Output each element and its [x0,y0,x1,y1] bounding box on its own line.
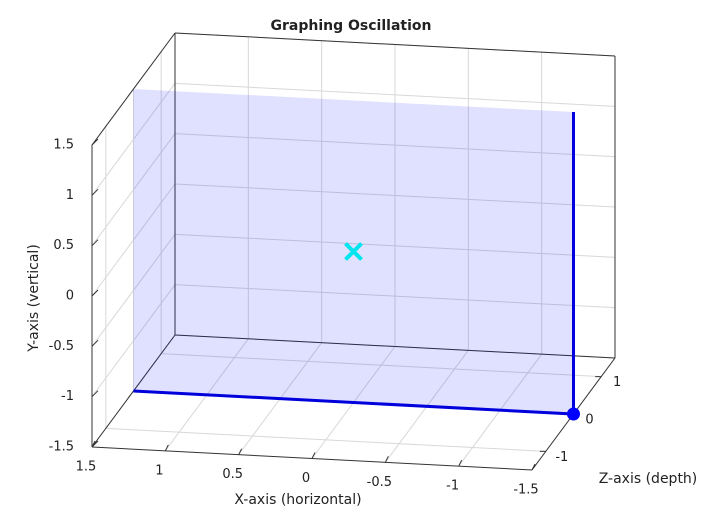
y-tick-label: 0.5 [53,238,74,253]
x-tick [531,463,536,471]
x-tick [238,448,243,455]
y-tick [91,339,99,347]
x-tick [384,456,389,463]
x-tick [458,459,463,467]
y-tick [91,289,99,297]
y-tick [91,188,99,196]
grid-line [174,82,616,107]
y-tick-label: 0 [66,289,74,304]
grid-line [174,183,616,208]
z-tick-label: 1 [613,375,621,390]
y-tick-label: -0.5 [49,339,74,354]
y-tick-label: 1 [66,188,74,203]
z-tick-label: 0 [585,413,593,428]
axis-line [91,32,176,146]
y-tick-label: 1.5 [53,138,74,153]
grid-line [174,233,616,258]
marker [344,242,363,261]
x-tick-label: 0 [302,471,310,486]
grid-line [174,284,616,309]
grid-line [161,353,602,378]
y-tick [91,239,99,247]
y-tick [91,390,99,398]
x-tick [164,444,169,452]
axis-line [174,32,616,57]
axis-line [174,334,616,359]
x-tick-label: 1 [155,463,163,478]
x-tick-label: -0.5 [367,475,392,490]
y-tick [91,138,99,146]
y-tick-label: -1 [61,389,74,404]
x-tick [311,452,316,459]
z-tick-label: -1 [555,450,568,465]
x-tick-label: 0.5 [222,467,243,482]
y-tick-label: -1.5 [49,440,74,455]
x-tick-label: 1.5 [76,460,97,475]
marker [567,407,580,421]
y-axis-label: Y-axis (vertical) [26,244,42,353]
chart-title: Graphing Oscillation [271,18,432,34]
grid-line [105,427,546,452]
z-axis-label: Z-axis (depth) [599,471,698,487]
x-tick-label: -1.5 [513,483,538,498]
grid-line [174,133,616,158]
x-axis-label: X-axis (horizontal) [234,492,361,508]
x-tick-label: -1 [446,479,459,494]
y-tick [91,440,99,448]
